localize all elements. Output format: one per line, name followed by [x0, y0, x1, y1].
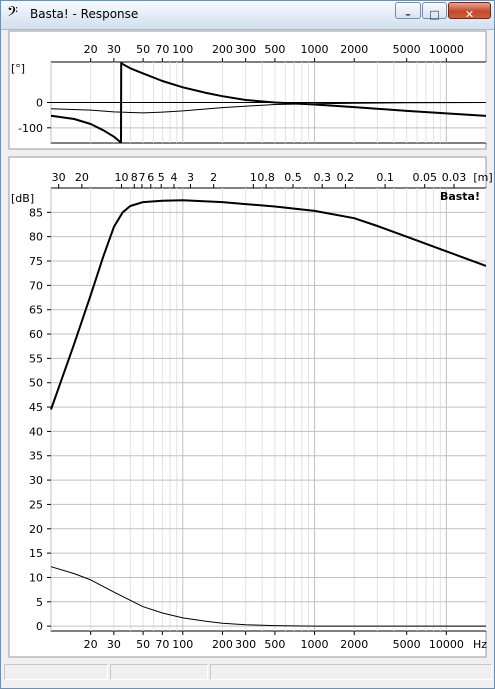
response-y-tick-label: 65 [29, 304, 43, 317]
response-y-tick-label: 50 [29, 377, 43, 390]
response-x-tick-label: 10000 [429, 638, 464, 651]
phase-y-tick-label: -100 [18, 122, 43, 135]
phase-x-tick-label: 300 [235, 43, 256, 56]
wavelength-tick-label: 4 [170, 171, 177, 184]
phase-x-tick-label: 50 [136, 43, 150, 56]
response-y-tick-label: 45 [29, 401, 43, 414]
response-y-tick-label: 35 [29, 450, 43, 463]
response-x-axis-label: Hz [473, 638, 487, 651]
wavelength-tick-label: 0.05 [413, 171, 438, 184]
phase-y-axis-label: [°] [11, 62, 25, 75]
phase-x-tick-label: 5000 [393, 43, 421, 56]
response-x-tick-label: 5000 [393, 638, 421, 651]
wavelength-tick-label: 0.8 [257, 171, 275, 184]
response-y-tick-label: 15 [29, 547, 43, 560]
response-y-tick-label: 55 [29, 352, 43, 365]
status-pane [210, 664, 492, 680]
response-y-tick-label: 30 [29, 474, 43, 487]
wavelength-axis-label: [m] [473, 171, 492, 184]
response-x-tick-label: 500 [264, 638, 285, 651]
wavelength-tick-label: 1 [250, 171, 257, 184]
response-x-tick-label: 20 [84, 638, 98, 651]
response-charts: 0-100[°]20 30 50 70 100 200 300 500 1000 2000 5000… [8, 30, 493, 658]
phase-x-tick-label: 1000 [301, 43, 329, 56]
wavelength-tick-label: 6 [147, 171, 154, 184]
wavelength-tick-label: 7 [138, 171, 145, 184]
phase-series-line [50, 62, 487, 144]
response-y-tick-label: 80 [29, 231, 43, 244]
response-plot-area [50, 187, 487, 632]
response-y-tick-label: 5 [36, 596, 43, 609]
phase-x-tick-label: 10000 [429, 43, 464, 56]
response-x-tick-label: 2000 [340, 638, 368, 651]
wavelength-tick-label: 0.03 [442, 171, 467, 184]
wavelength-tick-label: 8 [131, 171, 138, 184]
wavelength-tick-label: 0.1 [376, 171, 394, 184]
wavelength-tick-label: 0.2 [337, 171, 355, 184]
minimize-icon: – [405, 8, 411, 21]
phase-x-tick-label: 30 [107, 43, 121, 56]
wavelength-tick-label: 3 [187, 171, 194, 184]
phase-x-tick-label: 200 [212, 43, 233, 56]
title-bar[interactable]: 𝄢 Basta! - Response – □ ✕ [1, 1, 494, 30]
response-y-tick-label: 85 [29, 206, 43, 219]
close-icon: ✕ [464, 8, 475, 21]
response-y-tick-label: 70 [29, 279, 43, 292]
minimize-button[interactable]: – [395, 2, 421, 21]
response-x-tick-label: 1000 [301, 638, 329, 651]
phase-series-line [50, 102, 487, 114]
response-x-tick-label: 300 [235, 638, 256, 651]
response-x-tick-label: 50 [136, 638, 150, 651]
close-button[interactable]: ✕ [448, 2, 491, 21]
wavelength-tick-label: 0.5 [284, 171, 302, 184]
response-x-tick-label: 30 [107, 638, 121, 651]
wavelength-tick-label: 30 [52, 171, 66, 184]
response-y-axis-label: [dB] [11, 192, 34, 205]
basta-watermark: Basta! [440, 190, 480, 203]
wavelength-tick-label: 10 [115, 171, 129, 184]
response-series-line [50, 566, 486, 627]
phase-x-tick-label: 70 [155, 43, 169, 56]
phase-x-tick-label: 20 [84, 43, 98, 56]
phase-x-tick-label: 2000 [340, 43, 368, 56]
phase-x-tick-label: 100 [172, 43, 193, 56]
response-x-tick-label: 100 [172, 638, 193, 651]
phase-y-tick-label: 0 [36, 97, 43, 110]
response-x-tick-label: 70 [155, 638, 169, 651]
response-x-tick-label: 200 [212, 638, 233, 651]
wavelength-tick-label: 5 [158, 171, 165, 184]
response-y-tick-label: 0 [36, 620, 43, 633]
response-y-tick-label: 60 [29, 328, 43, 341]
status-pane [110, 664, 208, 680]
maximize-icon: □ [429, 8, 440, 21]
response-y-tick-label: 40 [29, 425, 43, 438]
phase-x-tick-label: 500 [264, 43, 285, 56]
response-series-line [50, 199, 487, 410]
status-bar [1, 662, 494, 688]
response-y-tick-label: 10 [29, 571, 43, 584]
bass-clef-icon[interactable]: 𝄢 [7, 4, 18, 24]
wavelength-tick-label: 2 [210, 171, 217, 184]
response-y-tick-label: 25 [29, 498, 43, 511]
wavelength-tick-label: 20 [75, 171, 89, 184]
window-title: Basta! - Response [30, 7, 139, 21]
maximize-button[interactable]: □ [422, 2, 447, 21]
wavelength-tick-label: 0.3 [313, 171, 331, 184]
status-pane [4, 664, 108, 680]
response-y-tick-label: 20 [29, 523, 43, 536]
response-y-tick-label: 75 [29, 255, 43, 268]
